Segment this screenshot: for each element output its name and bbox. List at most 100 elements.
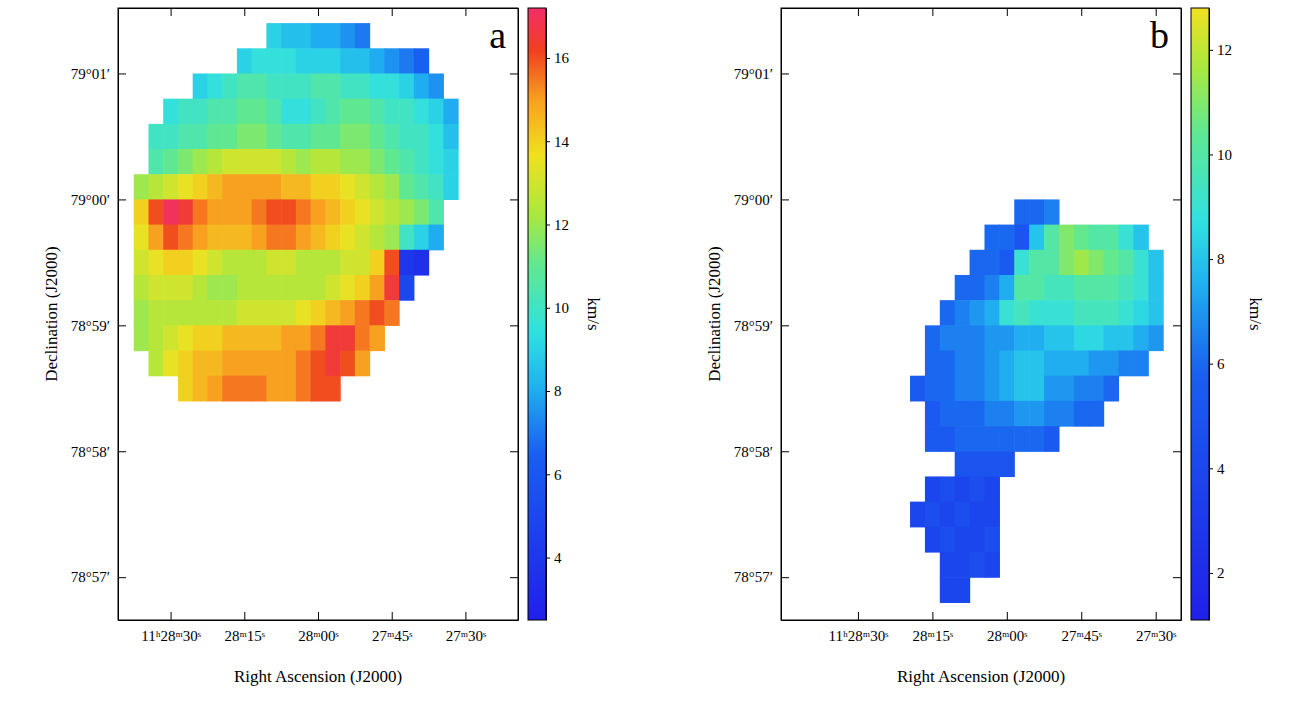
- cell: [1118, 225, 1133, 251]
- cell: [266, 225, 281, 251]
- y-axis-right: [510, 9, 519, 621]
- cell: [1074, 250, 1089, 276]
- cell: [940, 577, 955, 603]
- cell: [1089, 225, 1104, 251]
- cell: [999, 401, 1014, 427]
- cell: [955, 476, 970, 502]
- cell: [193, 73, 208, 99]
- cell: [429, 99, 444, 125]
- cell: [266, 275, 281, 301]
- cell: [970, 451, 985, 477]
- cell: [984, 476, 999, 502]
- tick-mark: [1081, 612, 1082, 620]
- axis-line: [781, 9, 782, 621]
- colorbar-tick: 12: [1209, 42, 1232, 58]
- cell: [281, 325, 296, 351]
- cell: [384, 300, 399, 326]
- cell: [443, 174, 458, 200]
- x-tick: [318, 8, 319, 16]
- cell: [399, 275, 414, 301]
- cell: [355, 124, 370, 150]
- cell: [178, 124, 193, 150]
- cell: [281, 250, 296, 276]
- cell: [296, 99, 311, 125]
- cell: [237, 199, 252, 225]
- tick-mark: [1007, 612, 1008, 620]
- cell: [325, 99, 340, 125]
- cell: [252, 174, 267, 200]
- cell: [1044, 376, 1059, 402]
- cell: [178, 199, 193, 225]
- cell: [1148, 250, 1163, 276]
- cell: [340, 149, 355, 175]
- cell: [252, 48, 267, 74]
- cell: [325, 23, 340, 49]
- cell: [266, 376, 281, 402]
- cell: [163, 174, 178, 200]
- cell: [925, 351, 940, 377]
- cell: [1044, 225, 1059, 251]
- cell: [340, 250, 355, 276]
- cell: [193, 174, 208, 200]
- cell: [281, 199, 296, 225]
- cell: [940, 426, 955, 452]
- colorbar-tick: 4: [546, 550, 562, 566]
- tick-mark: [1209, 364, 1213, 365]
- tick-mark: [1156, 612, 1157, 620]
- colorbar-tick: 14: [546, 134, 570, 150]
- cell: [148, 300, 163, 326]
- cell: [281, 99, 296, 125]
- panel-label: a: [489, 14, 506, 56]
- axis-line: [546, 9, 547, 621]
- cell: [281, 376, 296, 402]
- cell: [207, 99, 222, 125]
- y-tick: [1173, 199, 1181, 200]
- cell: [325, 48, 340, 74]
- cell: [955, 451, 970, 477]
- cell: [940, 300, 955, 326]
- cell: [355, 149, 370, 175]
- tick-mark: [781, 451, 789, 452]
- cell: [910, 502, 925, 528]
- y-tick: 78°58′: [734, 444, 789, 460]
- cell: [207, 73, 222, 99]
- cell: [325, 73, 340, 99]
- colorbar-tick: 6: [1209, 356, 1225, 372]
- cell: [148, 149, 163, 175]
- cell: [414, 149, 429, 175]
- tick-mark: [781, 577, 789, 578]
- cell: [999, 451, 1014, 477]
- cell: [399, 174, 414, 200]
- cell: [222, 124, 237, 150]
- colorbar: [1191, 8, 1209, 620]
- tick-mark: [510, 73, 518, 74]
- tick-label: 79°00′: [734, 192, 773, 208]
- cell: [970, 325, 985, 351]
- x-tick: 11ʰ28ᵐ30ˢ: [829, 612, 889, 644]
- tick-mark: [546, 474, 550, 475]
- cell: [311, 250, 326, 276]
- tick-mark: [465, 612, 466, 620]
- cell: [193, 199, 208, 225]
- x-axis-top: [119, 8, 519, 16]
- cell: [970, 476, 985, 502]
- y-tick: 78°59′: [71, 318, 126, 334]
- cell: [1089, 300, 1104, 326]
- cell: [370, 174, 385, 200]
- tick-mark: [118, 325, 126, 326]
- cell: [1059, 225, 1074, 251]
- colorbar-tick: 16: [546, 50, 570, 66]
- cell: [1014, 225, 1029, 251]
- cell: [1014, 275, 1029, 301]
- cell: [1089, 376, 1104, 402]
- tick-mark: [1173, 577, 1181, 578]
- tick-label: 28ᵐ00ˢ: [987, 628, 1028, 644]
- cell: [910, 376, 925, 402]
- cell: [384, 250, 399, 276]
- tick-label: 27ᵐ45ˢ: [1061, 628, 1102, 644]
- cell: [252, 225, 267, 251]
- cell: [384, 275, 399, 301]
- cell: [311, 199, 326, 225]
- cell: [134, 250, 149, 276]
- cell: [340, 300, 355, 326]
